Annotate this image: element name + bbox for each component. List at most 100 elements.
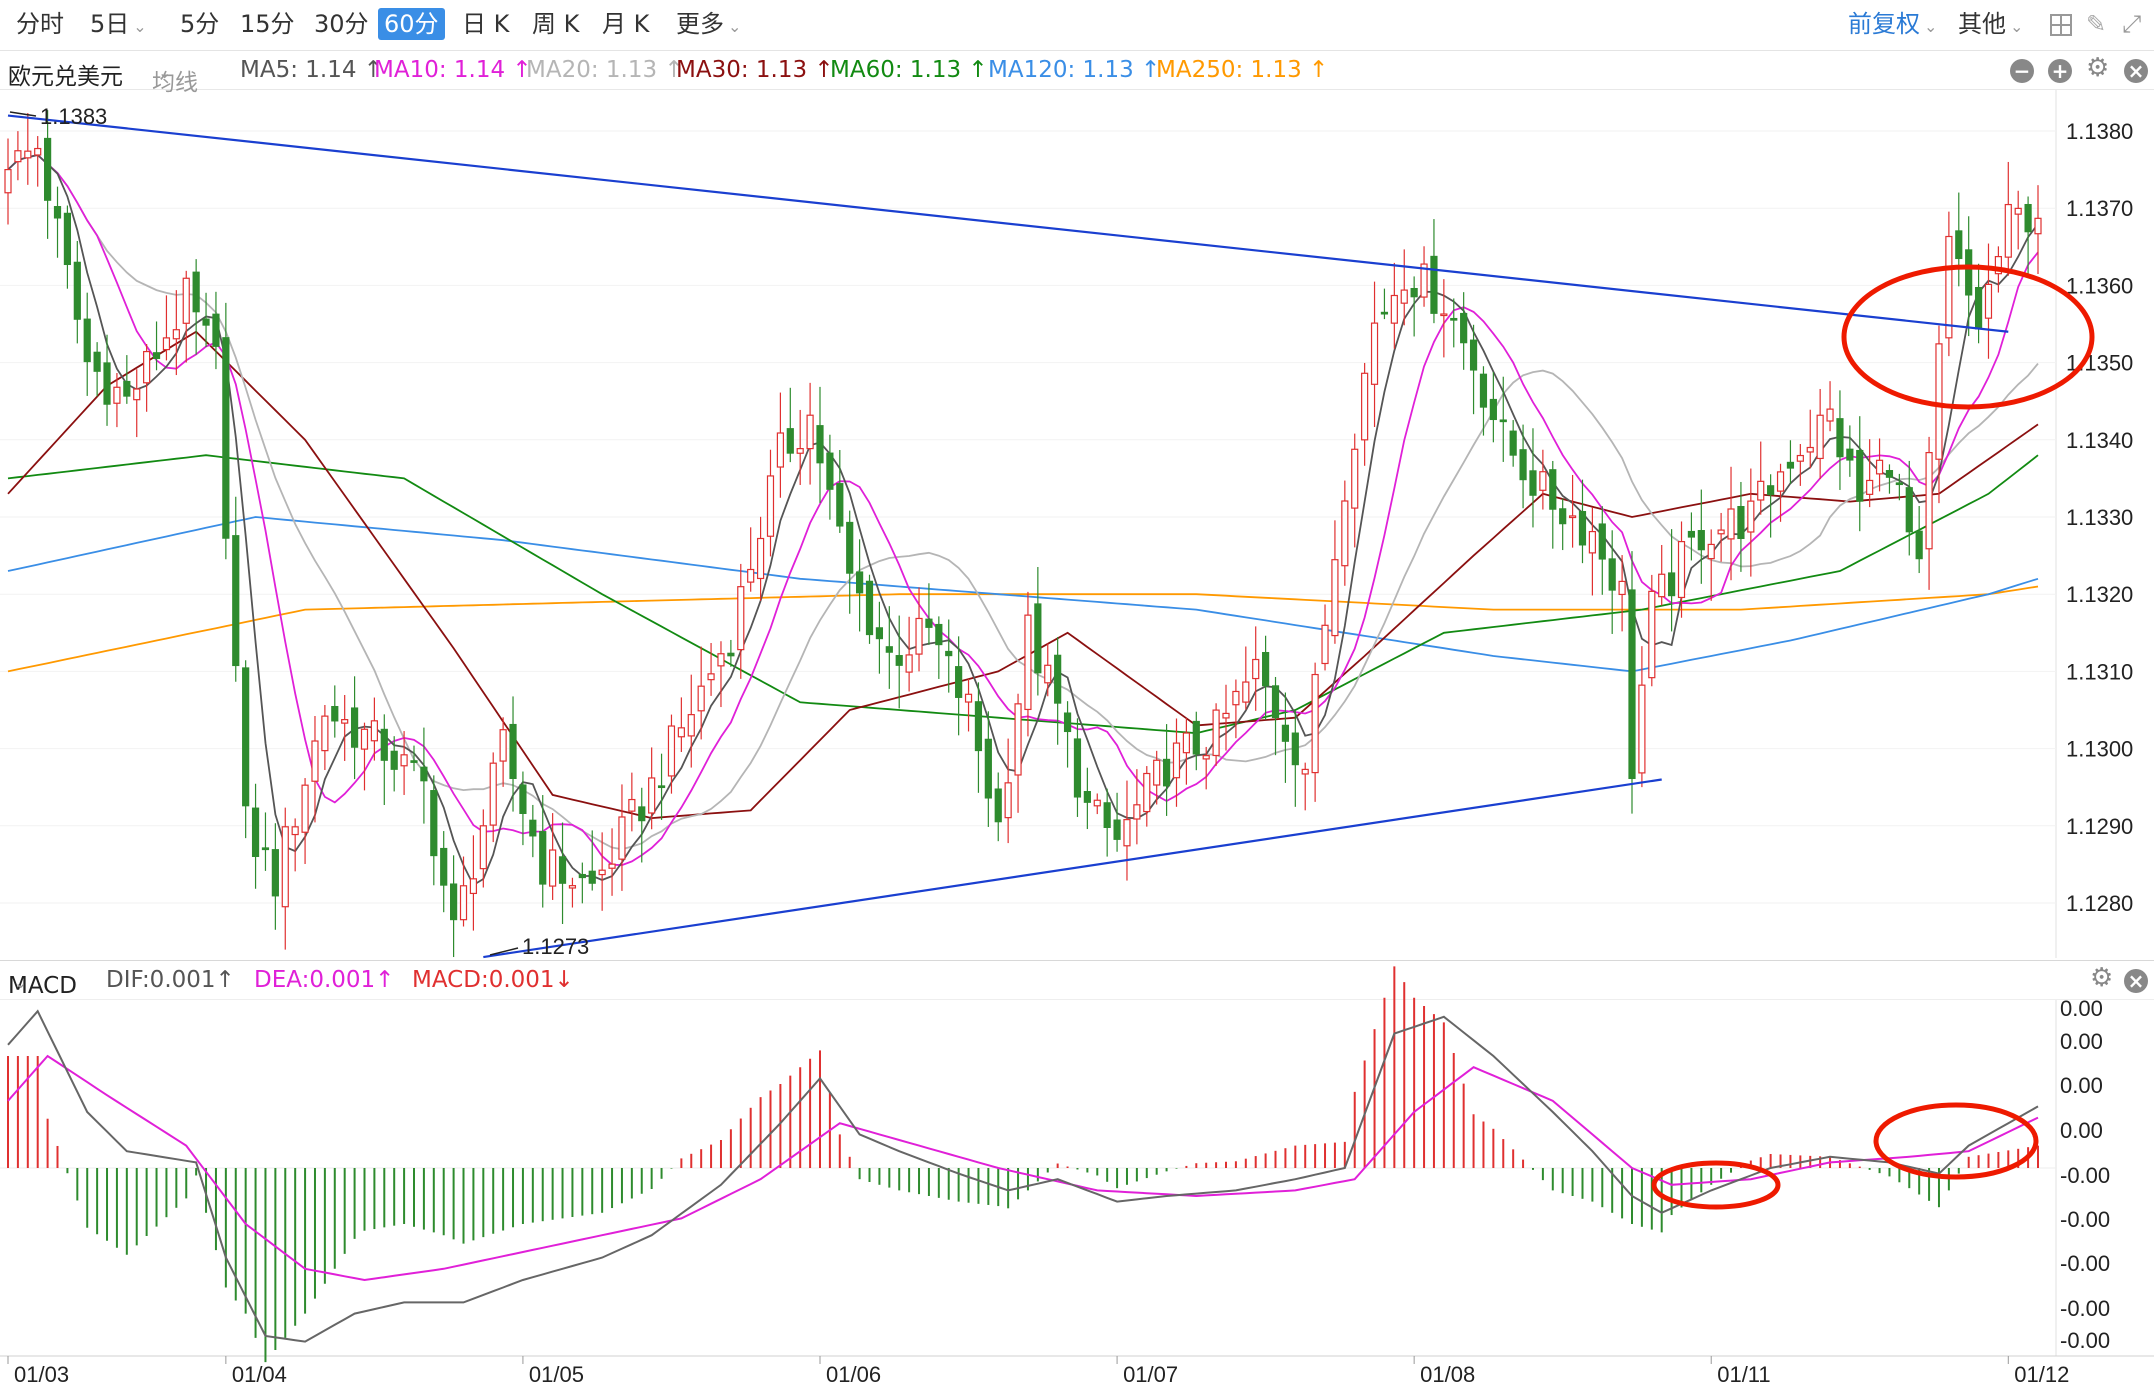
zoom-in-icon[interactable]: + — [2048, 59, 2072, 83]
candle-down — [420, 766, 428, 782]
candle-down — [1262, 651, 1270, 687]
candle-up — [133, 388, 141, 401]
candle-up — [1945, 235, 1953, 339]
tab-timeshare[interactable]: 分时 — [16, 10, 64, 38]
candle-up — [281, 826, 289, 908]
ma-legend-item: MA120: 1.13 ↑ — [988, 57, 1161, 83]
candle-up — [628, 798, 636, 812]
candle-up — [479, 825, 487, 870]
tab-daily-k[interactable]: 日 K — [462, 10, 510, 38]
tab-weekly-k[interactable]: 周 K — [532, 10, 580, 38]
price-tick-label: 1.1290 — [2066, 814, 2133, 839]
candle-up — [697, 685, 705, 712]
close-icon[interactable]: × — [2124, 969, 2148, 993]
macd-tick-label: -0.00 — [2060, 1328, 2110, 1353]
macd-tick-label: -0.00 — [2060, 1296, 2110, 1321]
candle-down — [786, 428, 794, 454]
candle-down — [2024, 203, 2032, 233]
zoom-out-icon[interactable]: − — [2010, 59, 2034, 83]
candle-down — [261, 847, 270, 851]
candle-up — [677, 727, 685, 738]
draw-tool-icon[interactable]: ✎ — [2086, 10, 2107, 38]
candle-up — [1658, 573, 1666, 598]
candle-down — [1034, 603, 1042, 674]
candle-down — [895, 655, 903, 666]
tab-5min[interactable]: 5分 — [180, 10, 220, 38]
tab-15min[interactable]: 15分 — [240, 10, 295, 38]
candle-down — [440, 847, 448, 886]
price-tick-label: 1.1330 — [2066, 505, 2133, 530]
gear-icon[interactable]: ⚙ — [2090, 963, 2114, 993]
candle-down — [836, 483, 844, 527]
candle-down — [588, 870, 596, 884]
candle-up — [806, 414, 814, 450]
candle-down — [1608, 558, 1616, 591]
chevron-down-icon: ⌄ — [158, 63, 172, 82]
tab-60min[interactable]: 60分 — [378, 8, 445, 40]
candle-down — [222, 337, 230, 539]
candle-up — [905, 654, 913, 673]
candle-down — [1450, 317, 1458, 321]
candle-down — [1885, 470, 1894, 478]
candle-down — [1767, 485, 1775, 496]
candle-up — [1014, 703, 1022, 776]
candle-down — [1668, 572, 1676, 597]
candle-down — [1291, 732, 1299, 766]
candle-up — [172, 329, 180, 340]
adjust-dropdown[interactable]: 前复权 ⌄ — [1842, 8, 1943, 40]
candle-down — [53, 206, 62, 219]
dif-line — [7, 1009, 2039, 1343]
date-tick-label: 01/12 — [2014, 1362, 2069, 1387]
candle-down — [1687, 530, 1696, 538]
fullscreen-icon[interactable]: ⤢ — [2122, 10, 2142, 38]
candle-down — [450, 883, 458, 921]
candle-down — [83, 318, 91, 363]
candle-up — [311, 740, 319, 782]
tab-5day[interactable]: 5日 ⌄ — [84, 8, 153, 40]
candle-up — [1004, 782, 1012, 819]
candle-up — [1638, 684, 1646, 774]
candle-down — [1628, 589, 1636, 780]
candle-down — [1905, 487, 1913, 533]
candle-up — [648, 777, 656, 814]
candle-up — [1400, 289, 1408, 304]
candle-down — [1162, 758, 1171, 787]
candle-down — [529, 819, 537, 837]
candle-up — [1361, 372, 1369, 441]
candle-up — [2004, 203, 2012, 258]
candle-up — [1321, 624, 1329, 665]
grid-layout-icon[interactable] — [2050, 14, 2072, 36]
candle-up — [1172, 742, 1181, 779]
candle-down — [1697, 530, 1705, 551]
macd-value: MACD:0.001↓ — [412, 967, 574, 993]
candle-up — [1212, 709, 1220, 757]
more-menu[interactable]: 更多 ⌄ — [670, 8, 747, 40]
date-tick-label: 01/08 — [1420, 1362, 1475, 1387]
price-tick-label: 1.1380 — [2066, 119, 2133, 144]
gear-icon[interactable]: ⚙ — [2086, 53, 2110, 83]
candle-up — [370, 720, 378, 742]
candle-up — [549, 849, 557, 887]
tab-monthly-k[interactable]: 月 K — [602, 10, 650, 38]
candle-down — [93, 351, 101, 372]
candle-up — [34, 147, 42, 156]
date-tick-label: 01/03 — [14, 1362, 69, 1387]
tab-30min[interactable]: 30分 — [314, 10, 369, 38]
candle-up — [568, 885, 577, 889]
candle-down — [826, 452, 834, 490]
date-tick-label: 01/07 — [1123, 1362, 1178, 1387]
candle-down — [1598, 523, 1606, 560]
candle-up — [1182, 732, 1190, 754]
candle-down — [1559, 508, 1567, 525]
close-icon[interactable]: × — [2124, 59, 2148, 83]
ma60-line — [7, 454, 2039, 735]
other-dropdown[interactable]: 其他 ⌄ — [1952, 8, 2029, 40]
date-tick-label: 01/05 — [529, 1362, 584, 1387]
candle-down — [1519, 449, 1527, 481]
ma10-line — [7, 154, 2039, 867]
candle-down — [1073, 738, 1082, 798]
macd-tick-label: -0.00 — [2060, 1163, 2110, 1188]
ma30-line — [7, 330, 2039, 820]
candle-up — [766, 475, 775, 537]
